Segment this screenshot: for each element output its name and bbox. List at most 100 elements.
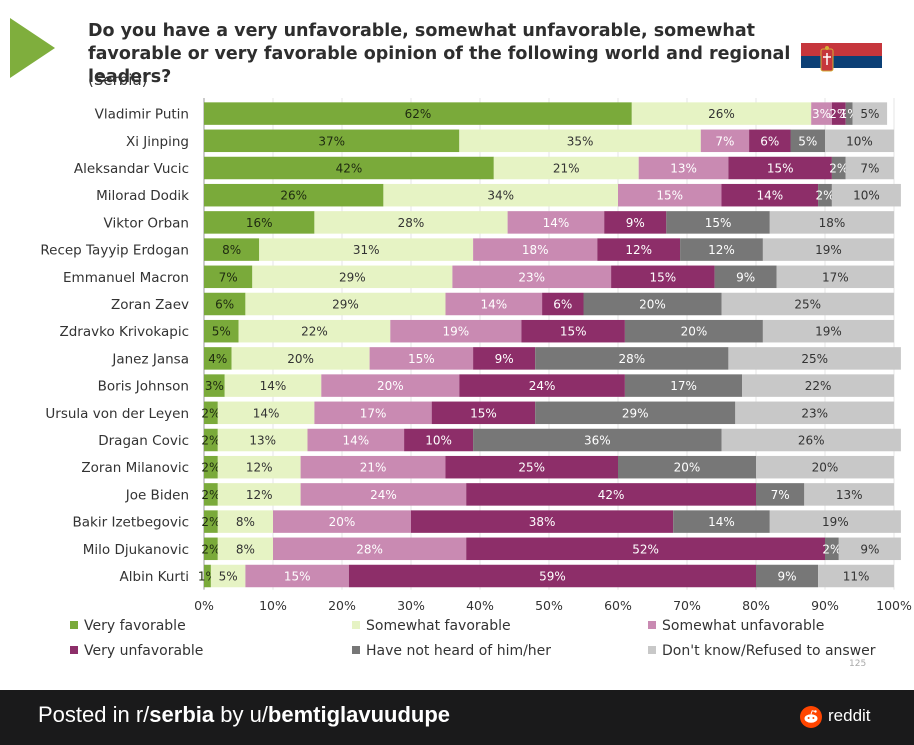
bar-segment-very-unfavorable (831, 102, 846, 125)
data-label: 19% (443, 325, 470, 339)
bar-segment-very-unfavorable (431, 401, 536, 425)
data-label: 15% (656, 189, 683, 203)
bar-segment-not-heard (618, 455, 756, 479)
bar-segment-not-heard (818, 183, 832, 207)
bar-segment-dont-know (756, 455, 894, 479)
legend-item-very-unfavorable: Very unfavorable (70, 643, 203, 659)
category-label: Boris Johnson (98, 379, 189, 395)
bar-segment-very-favorable (204, 292, 246, 316)
data-label: 23% (518, 270, 545, 284)
bar-segment-not-heard (673, 510, 770, 533)
category-label: Milorad Dodik (96, 188, 189, 204)
stacked-bar-chart: 0% 10% 20% 30% 40% 50% 60% 70% 80% 90% 100% Vladimi… (40, 98, 912, 613)
data-label: 5% (219, 570, 238, 584)
category-label: Xi Jinping (126, 134, 189, 150)
data-label: 6% (760, 134, 779, 148)
data-label: 35% (567, 134, 594, 148)
bar-segment-very-favorable (204, 401, 218, 425)
bar-segment-somewhat-unfavorable (445, 292, 543, 316)
bar-segment-dont-know (762, 238, 894, 261)
data-label: 15% (767, 162, 794, 176)
data-label: 14% (543, 216, 570, 230)
data-label: 20% (681, 325, 708, 339)
data-label: 12% (246, 488, 273, 502)
x-tick-label: 50% (535, 598, 563, 613)
x-tick-label: 20% (328, 598, 356, 613)
category-label: Dragan Covic (98, 433, 189, 449)
bar-segment-dont-know (804, 483, 894, 506)
reddit-logo-icon (800, 706, 822, 728)
legend-item-dont-know: Don't know/Refused to answer (648, 643, 876, 659)
data-label: 9% (626, 216, 645, 230)
data-label: 20% (287, 352, 314, 366)
bar-segment-dont-know (852, 102, 888, 125)
data-label: 10% (853, 189, 880, 203)
data-label: 22% (805, 379, 832, 393)
bar-segment-dont-know (776, 265, 894, 289)
data-label: 9% (495, 352, 514, 366)
data-label: 16% (246, 216, 273, 230)
x-tick-label: 90% (811, 598, 839, 613)
data-label: 7% (860, 162, 879, 176)
legend-label: Somewhat unfavorable (662, 618, 825, 634)
bar-segment-very-favorable (204, 347, 232, 370)
bar-segment-very-unfavorable (604, 211, 667, 234)
bar-segment-dont-know (735, 401, 894, 425)
bar-segment-somewhat-unfavorable (273, 510, 411, 533)
bar-segment-very-favorable (204, 238, 260, 261)
user-link[interactable]: bemtiglavuudupe (267, 702, 451, 727)
reddit-footer-bar: Posted in r/serbia by u/bemtiglavuudupe … (0, 690, 914, 745)
bar-segment-somewhat-favorable (217, 455, 301, 479)
legend-swatch (70, 621, 78, 629)
category-label: Albin Kurti (120, 569, 189, 585)
data-label: 17% (360, 406, 387, 420)
data-label: 13% (670, 162, 697, 176)
data-label: 22% (301, 325, 328, 339)
data-label: 8% (222, 243, 241, 257)
bar-segment-somewhat-unfavorable (700, 129, 750, 153)
data-label: 7% (715, 134, 734, 148)
data-label: 42% (336, 162, 363, 176)
category-label: Recep Tayyip Erdogan (40, 243, 189, 259)
category-label: Janez Jansa (111, 351, 189, 367)
data-label: 28% (618, 352, 645, 366)
data-label: 19% (815, 243, 842, 257)
category-label: Aleksandar Vucic (74, 161, 189, 177)
data-label: 24% (370, 488, 397, 502)
legend-swatch (648, 646, 656, 654)
data-label: 2% (822, 542, 841, 556)
bar-segment-dont-know (769, 211, 894, 234)
subreddit-link[interactable]: serbia (149, 702, 215, 727)
bar-segment-very-unfavorable (597, 238, 681, 261)
bar-segment-very-unfavorable (466, 537, 825, 561)
data-label: 52% (632, 542, 659, 556)
data-label: 20% (812, 461, 839, 475)
bar-segment-very-unfavorable (611, 265, 715, 289)
bar-segment-very-unfavorable (348, 564, 756, 588)
data-label: 5% (212, 325, 231, 339)
bar-segment-very-unfavorable (411, 510, 674, 533)
bar-segment-very-unfavorable (521, 319, 625, 343)
data-label: 13% (836, 488, 863, 502)
bar-segment-not-heard (831, 156, 846, 180)
data-label: 15% (650, 270, 677, 284)
x-tick-label: 100% (876, 598, 912, 613)
x-tick-label: 0% (194, 598, 214, 613)
bar-segment-not-heard (624, 319, 763, 343)
data-label: 2% (201, 488, 220, 502)
bar-segment-somewhat-favorable (259, 238, 474, 261)
x-tick-label: 80% (742, 598, 770, 613)
data-label: 20% (639, 298, 666, 312)
bar-segment-very-favorable (204, 156, 494, 180)
data-label: 2% (201, 406, 220, 420)
data-label: 13% (249, 434, 276, 448)
legend-label: Very unfavorable (84, 643, 204, 659)
bar-segment-very-favorable (204, 265, 253, 289)
bar-segment-somewhat-unfavorable (314, 401, 432, 425)
bar-segment-somewhat-unfavorable (369, 347, 474, 370)
bar-segment-not-heard (473, 428, 722, 452)
bar-segment-very-favorable (204, 537, 218, 561)
bar-segment-somewhat-favorable (631, 102, 812, 125)
x-tick-label: 60% (604, 598, 632, 613)
data-label: 17% (670, 379, 697, 393)
